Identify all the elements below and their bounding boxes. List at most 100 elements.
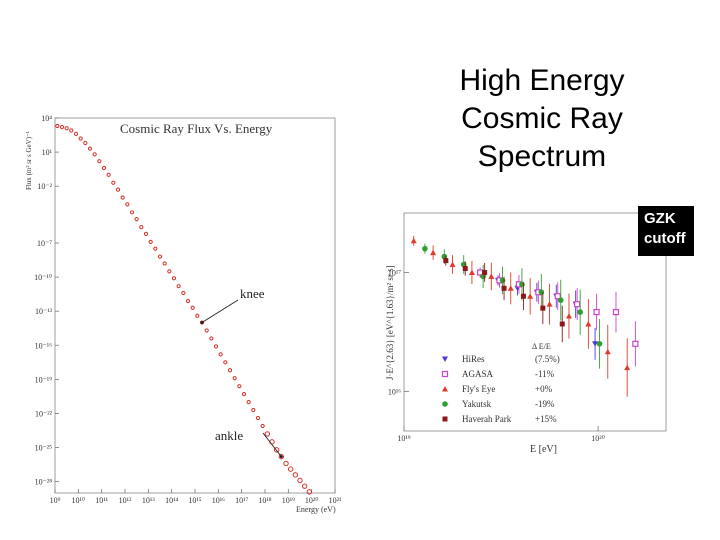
left-flux-point xyxy=(55,123,60,129)
right-legend-marker xyxy=(441,370,449,378)
right-data-point xyxy=(527,293,534,299)
right-data-point xyxy=(430,249,437,256)
right-data-point xyxy=(499,277,506,284)
right-legend-marker xyxy=(442,356,448,362)
right-data-point xyxy=(468,269,475,275)
left-x-tick-label: 10¹⁷ xyxy=(235,496,248,505)
right-y-ticks: 10¹⁷ 10¹⁶ xyxy=(388,268,409,396)
left-x-axis-label: Energy (eV) xyxy=(296,505,336,514)
left-x-tick-label: 10¹⁸ xyxy=(258,496,271,505)
right-data-point xyxy=(501,285,507,291)
left-flux-point xyxy=(255,415,261,421)
left-x-tick-label: 10¹⁵ xyxy=(188,496,201,505)
left-flux-point xyxy=(213,344,219,349)
left-flux-point xyxy=(115,187,121,192)
left-flux-point xyxy=(83,140,88,146)
left-flux-point xyxy=(264,431,271,437)
left-chart-title: Cosmic Ray Flux Vs. Energy xyxy=(120,121,273,136)
right-plot-frame xyxy=(403,212,667,432)
left-y-tick-label: 10⁻¹⁶ xyxy=(35,341,53,350)
slide-title-line-2: Cosmic Ray xyxy=(461,102,623,135)
left-x-tick-label: 10⁹ xyxy=(50,496,61,505)
right-data-point xyxy=(540,305,546,311)
left-x-tick-label: 10²⁰ xyxy=(305,496,319,505)
left-flux-point xyxy=(273,447,280,453)
left-y-tick-label: 10⁻¹⁰ xyxy=(34,273,52,282)
left-x-ticks: 10⁹ 10¹⁰ 10¹¹ 10¹² 10¹³ 10¹⁴ 10¹⁵ 10¹⁶ 10¹⁷ 10¹⁸ 1… xyxy=(50,489,342,505)
left-flux-point xyxy=(287,466,294,472)
right-data-point xyxy=(507,285,514,291)
left-flux-point xyxy=(97,159,102,164)
left-flux-point xyxy=(246,399,251,405)
right-data-point xyxy=(488,273,495,279)
left-y-tick-label: 10⁻¹³ xyxy=(35,307,53,316)
right-data-point xyxy=(592,341,599,347)
left-flux-point xyxy=(306,489,313,495)
left-flux-point xyxy=(64,126,69,131)
left-flux-point xyxy=(125,202,130,207)
right-x-ticks: 10¹⁹ 10²⁰ xyxy=(397,426,605,443)
left-annotation-arrowhead xyxy=(279,455,283,459)
slide-title: High Energy Cosmic Ray Spectrum xyxy=(430,62,654,176)
left-y-tick-label: 10⁻²² xyxy=(35,409,53,418)
right-legend-name: HiRes xyxy=(462,354,485,364)
right-data-point xyxy=(520,293,526,299)
left-flux-point xyxy=(209,336,214,341)
left-flux-point xyxy=(111,180,116,185)
right-data-point xyxy=(559,321,565,327)
right-x-axis-label: E [eV] xyxy=(530,444,557,455)
left-y-tick-label: 10¹ xyxy=(42,148,53,157)
left-flux-point xyxy=(167,269,172,274)
right-x-tick-label: 10²⁰ xyxy=(591,434,605,443)
left-flux-point xyxy=(218,352,223,357)
left-flux-point xyxy=(241,392,247,397)
left-x-tick-label: 10¹⁹ xyxy=(282,496,295,505)
right-data-point xyxy=(462,265,468,271)
right-legend-shift: -19% xyxy=(535,399,555,409)
right-data-point xyxy=(604,348,611,355)
left-flux-point xyxy=(101,165,107,171)
left-flux-point xyxy=(181,290,186,296)
left-annotation-label: knee xyxy=(240,286,265,301)
right-data-point xyxy=(410,237,417,244)
left-flux-point xyxy=(237,384,242,389)
left-flux-point xyxy=(297,477,303,484)
right-legend-marker xyxy=(442,416,448,422)
left-flux-point xyxy=(283,460,289,467)
right-legend-shift: (7.5%) xyxy=(535,354,560,364)
left-flux-point xyxy=(59,124,65,130)
right-legend-shift: +0% xyxy=(535,384,553,394)
left-flux-point xyxy=(223,360,228,365)
right-legend: HiRes (7.5%) AGASA -11% Fly's Eye +0% Yakutsk -… xyxy=(441,354,560,424)
left-flux-point xyxy=(195,313,200,318)
left-x-tick-label: 10²¹ xyxy=(329,496,342,505)
right-legend-name: Yakutsk xyxy=(462,399,492,409)
left-flux-point xyxy=(153,246,158,251)
right-legend-marker xyxy=(442,386,448,392)
left-annotations: knee ankle xyxy=(200,286,283,459)
right-data-point xyxy=(538,289,545,296)
left-flux-point xyxy=(157,254,163,259)
left-flux-point xyxy=(199,320,205,325)
left-x-tick-label: 10¹⁰ xyxy=(72,496,86,505)
right-legend-shift: +15% xyxy=(535,414,557,424)
left-y-tick-label: 10⁻² xyxy=(37,182,52,191)
right-data-point xyxy=(593,308,600,316)
left-flux-point xyxy=(190,305,195,310)
right-data-point xyxy=(624,364,631,371)
left-flux-point xyxy=(143,231,149,237)
left-flux-point xyxy=(129,210,135,215)
right-legend-name: Fly's Eye xyxy=(462,384,495,394)
left-annotation-label: ankle xyxy=(215,428,243,443)
left-flux-point xyxy=(292,472,299,478)
left-flux-point xyxy=(232,376,237,381)
slide-title-line-1: High Energy xyxy=(459,64,625,97)
right-legend-name: AGASA xyxy=(462,369,494,379)
right-data-points xyxy=(410,235,639,397)
left-y-axis-label: Flux (m² sr s GeV)⁻¹ xyxy=(25,131,33,190)
left-flux-point xyxy=(73,131,79,137)
gzk-label-line-1: GZK xyxy=(644,210,676,227)
slide-title-line-3: Spectrum xyxy=(477,140,607,173)
left-annotation-arrow xyxy=(262,432,282,457)
